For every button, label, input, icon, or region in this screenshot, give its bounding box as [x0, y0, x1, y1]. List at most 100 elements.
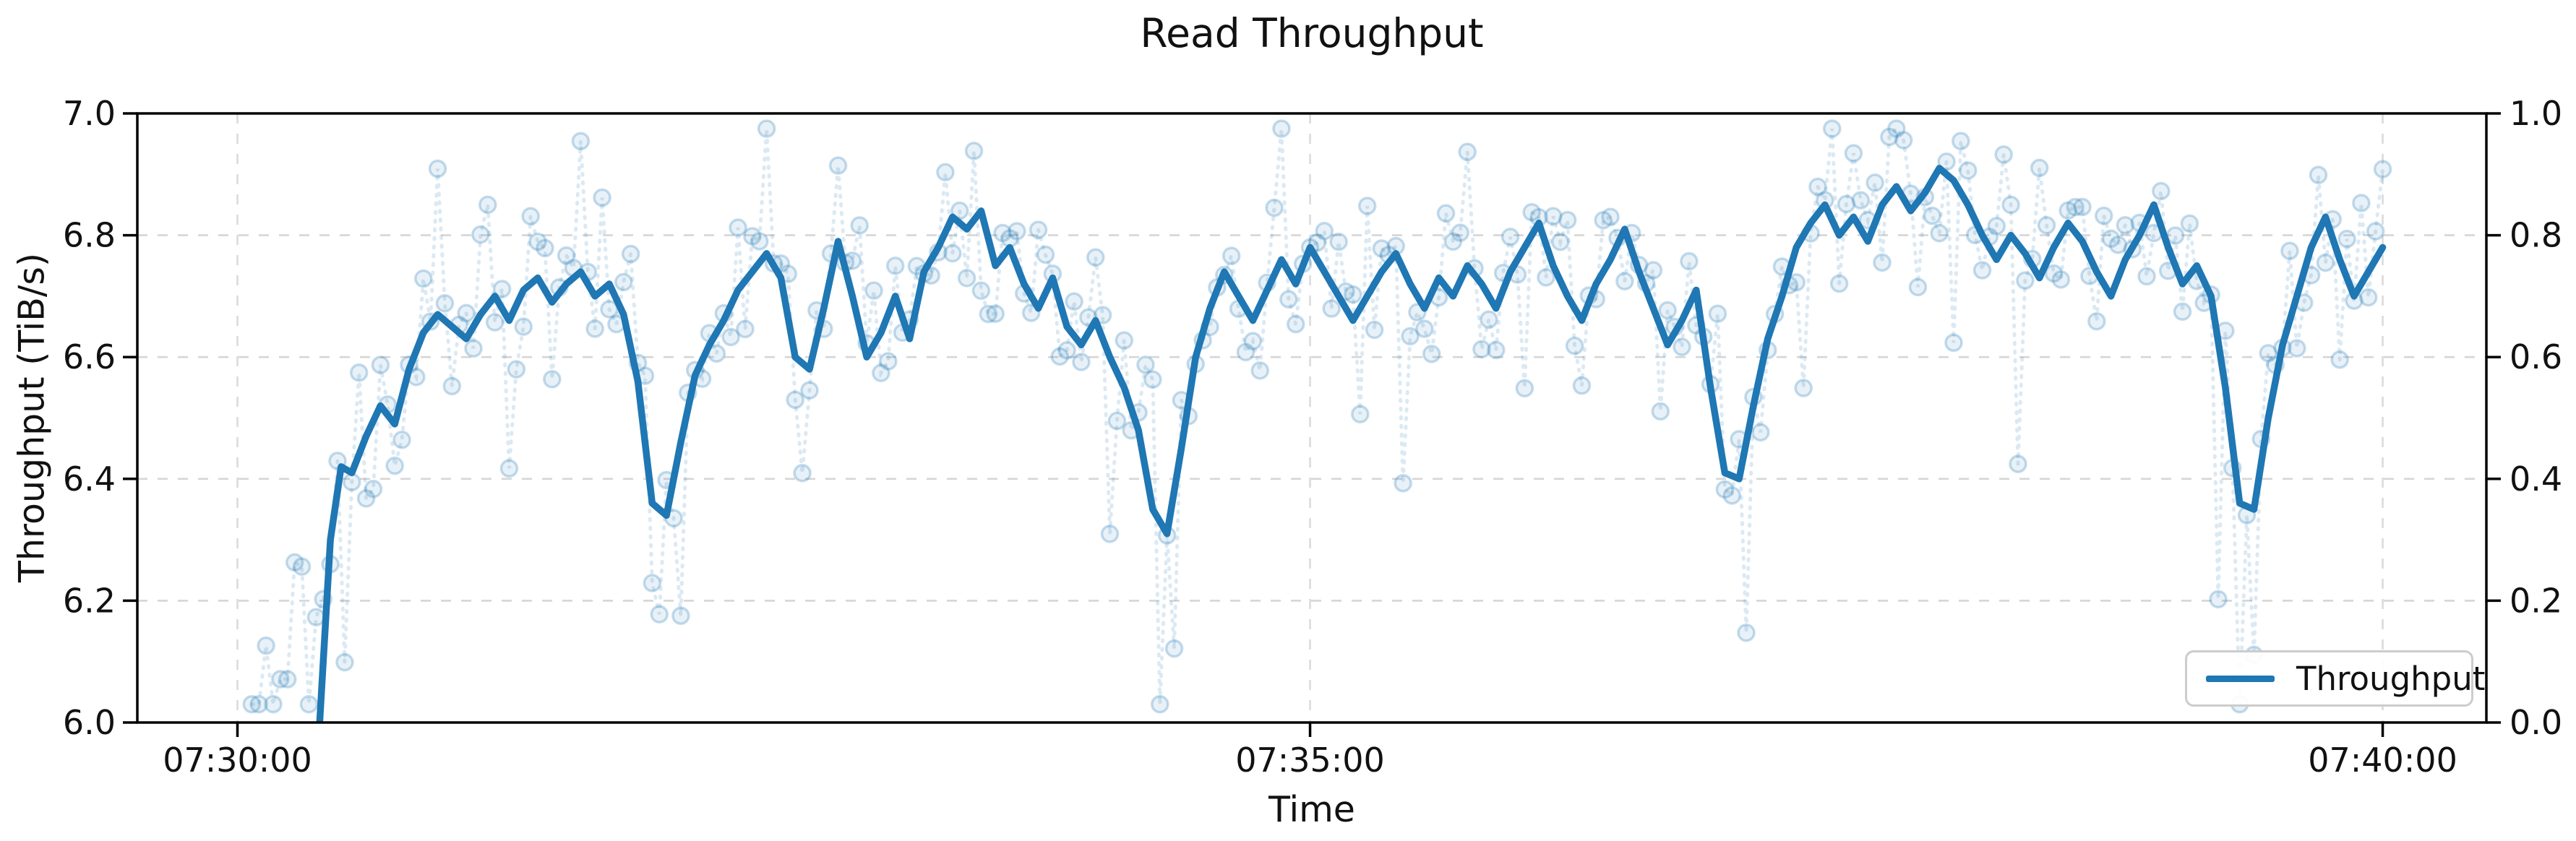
raw-scatter-point [1480, 310, 1498, 329]
raw-scatter-point [828, 156, 848, 175]
raw-scatter-point [971, 281, 991, 301]
raw-scatter-point [885, 256, 905, 275]
raw-scatter-point [1829, 274, 1849, 293]
raw-scatter-point [1472, 340, 1491, 359]
raw-scatter-point [1565, 336, 1584, 355]
raw-scatter-point [2058, 201, 2077, 220]
raw-scatter-point [650, 605, 669, 624]
raw-scatter-point [492, 280, 512, 298]
raw-scatter-point [1866, 173, 1884, 192]
raw-scatter-point [385, 456, 404, 475]
raw-scatter-point [2044, 264, 2064, 283]
raw-scatter-point [543, 370, 562, 389]
raw-scatter-point [392, 431, 411, 449]
raw-scatter-point [1008, 222, 1026, 241]
raw-scatter-point [2352, 194, 2371, 212]
raw-scatter-point [1844, 144, 1863, 163]
raw-scatter-point [1107, 411, 1127, 431]
raw-scatter-point [442, 376, 462, 396]
raw-scatter-point [371, 355, 390, 374]
raw-scatter-point [872, 363, 890, 383]
raw-scatter-point [2016, 271, 2035, 290]
raw-scatter-point [1737, 623, 1756, 642]
raw-scatter-point [1822, 119, 1842, 138]
legend-line-swatch [2206, 675, 2275, 682]
raw-scatter-point [1987, 217, 2006, 236]
raw-scatter-point [1315, 222, 1334, 241]
raw-scatter-point [343, 473, 361, 491]
raw-scatter-point [528, 232, 547, 251]
tick-label-y-right: 0.4 [2510, 460, 2562, 499]
raw-scatter-point [1952, 131, 1970, 150]
raw-scatter-point [743, 227, 762, 246]
raw-scatter-point [1544, 207, 1563, 226]
throughput-line [316, 165, 2387, 723]
raw-scatter-point [1279, 290, 1298, 309]
raw-scatter-point [1715, 480, 1735, 499]
raw-scatter-point [793, 463, 812, 483]
raw-scatter-point [1236, 342, 1255, 362]
raw-scatter-point [757, 119, 776, 138]
chart-title: Read Throughput [1140, 10, 1484, 56]
raw-scatter-point [1722, 486, 1741, 505]
raw-scatter-point [1143, 370, 1162, 389]
raw-scatter-point [593, 188, 611, 207]
raw-scatter-point [993, 223, 1012, 243]
raw-scatter-point [299, 694, 319, 714]
tick-label-x: 07:35:00 [1235, 741, 1385, 780]
raw-scatter-point [1093, 306, 1112, 324]
raw-scatter-point [1458, 142, 1477, 161]
raw-scatter-point [1286, 314, 1305, 334]
raw-scatter-point [1873, 253, 1892, 272]
tick-label-y-left: 6.4 [63, 460, 116, 499]
raw-scatter-point [1930, 224, 1949, 243]
plot-area [242, 119, 2392, 723]
raw-scatter-point [514, 317, 533, 336]
raw-scatter-point [2259, 344, 2277, 363]
raw-scatter-point [1500, 228, 1520, 246]
raw-scatter-point [2165, 226, 2185, 245]
raw-scatter-point [1115, 331, 1134, 350]
tick-label-y-left: 6.2 [63, 581, 116, 620]
raw-scatter-point [264, 694, 283, 714]
raw-scatter-point [736, 319, 755, 339]
raw-scatter-point [499, 459, 519, 478]
raw-scatter-point [457, 303, 476, 323]
raw-scatter-point [1894, 131, 1913, 150]
raw-scatter-point [986, 304, 1005, 323]
tick-label-y-right: 1.0 [2510, 94, 2562, 133]
raw-scatter-point [1972, 261, 1992, 280]
raw-scatter-point [2337, 229, 2356, 249]
raw-scatter-point [2288, 339, 2306, 358]
raw-scatter-point [335, 652, 354, 672]
raw-scatter-point [786, 390, 804, 410]
tick-label-y-right: 0.6 [2510, 337, 2562, 376]
raw-scatter-point [1558, 210, 1577, 230]
raw-scatter-point [1164, 639, 1184, 658]
raw-scatter-point [464, 339, 483, 358]
raw-scatter-point [1351, 405, 1370, 423]
raw-scatter-point [879, 352, 898, 371]
raw-scatter-point [271, 670, 290, 689]
raw-scatter-point [2037, 216, 2056, 235]
raw-scatter-point [2280, 241, 2299, 261]
raw-scatter-point [2030, 158, 2049, 178]
raw-scatter-point [2001, 195, 2020, 215]
raw-scatter-point [1372, 239, 1391, 258]
raw-scatter-point [485, 313, 505, 332]
raw-scatter-point [2373, 160, 2392, 178]
raw-scatter-point [943, 243, 962, 263]
raw-scatter-point [1958, 161, 1978, 180]
raw-scatter-point [1222, 246, 1241, 265]
legend: Throughput [2185, 650, 2485, 707]
raw-scatter-point [1072, 353, 1091, 371]
raw-scatter-point [750, 232, 769, 251]
raw-scatter-point [1615, 272, 1634, 290]
tick-label-y-left: 6.6 [63, 337, 116, 376]
raw-scatter-point [1680, 251, 1699, 271]
raw-scatter-point [478, 195, 497, 215]
raw-scatter-point [729, 218, 747, 237]
raw-scatter-point [356, 489, 376, 508]
